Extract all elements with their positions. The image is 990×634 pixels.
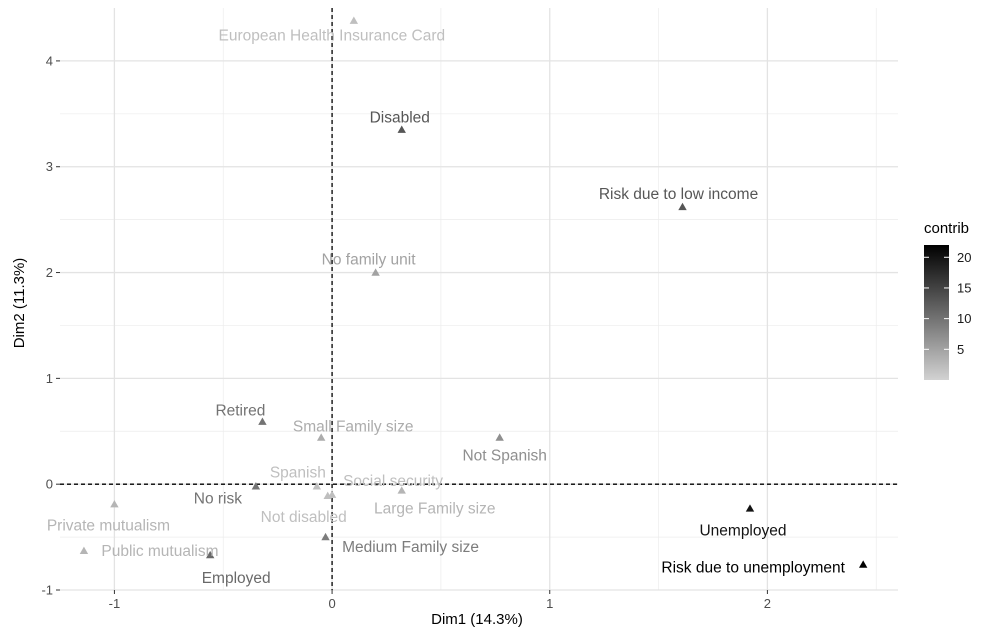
- point-label: Medium Family size: [342, 539, 479, 556]
- y-tick-label: 3: [46, 159, 53, 174]
- grid-lines: [60, 8, 898, 591]
- data-point: [251, 482, 261, 490]
- point-label: Risk due to unemployment: [661, 560, 845, 577]
- data-point: [321, 532, 330, 541]
- point-label: Public mutualism: [101, 543, 218, 560]
- point-label: Not Spanish: [462, 448, 546, 465]
- point-label: Retired: [215, 403, 265, 420]
- data-point: [858, 560, 868, 568]
- point-label: Disabled: [370, 110, 430, 127]
- point-label: Private mutualism: [47, 517, 170, 534]
- axes: -1 0 1 2 -1 0 1 2 3 4: [41, 53, 771, 611]
- y-tick-label: 0: [46, 477, 53, 492]
- data-point: [349, 16, 359, 24]
- x-tick-label: -1: [109, 596, 121, 611]
- point-label: Spanish: [270, 464, 326, 481]
- data-point: [258, 417, 267, 425]
- x-tick-label: 0: [328, 596, 335, 611]
- y-tick-label: 4: [46, 53, 53, 68]
- point-labels: European Health Insurance Card Disabled Ri…: [47, 28, 846, 587]
- legend-colorbar: [924, 245, 949, 380]
- y-axis-title: Dim2 (11.3%): [11, 258, 28, 349]
- data-point: [316, 433, 326, 441]
- data-point: [371, 268, 380, 276]
- legend-tick-label: 10: [957, 311, 971, 326]
- x-axis-title: Dim1 (14.3%): [431, 611, 523, 628]
- point-label: Small Family size: [293, 419, 414, 436]
- point-label: Unemployed: [699, 523, 786, 540]
- legend-ticks: 5 10 15 20: [924, 250, 971, 357]
- point-label: Risk due to low income: [599, 186, 758, 203]
- y-tick-label: 2: [46, 265, 53, 280]
- point-label: Social security: [343, 473, 443, 490]
- data-point: [678, 202, 687, 211]
- y-tick-label: 1: [46, 371, 53, 386]
- y-tick-label: -1: [41, 583, 53, 598]
- data-point: [745, 504, 755, 512]
- legend-tick-label: 5: [957, 342, 964, 357]
- point-label: No family unit: [322, 252, 417, 269]
- point-label: No risk: [194, 490, 242, 507]
- x-tick-label: 2: [764, 596, 771, 611]
- data-point: [79, 546, 89, 554]
- legend-title: contrib: [924, 220, 969, 237]
- data-points: [79, 16, 868, 568]
- data-point: [205, 550, 215, 559]
- color-legend: contrib 5 10 15 20: [924, 220, 971, 380]
- point-label: Large Family size: [374, 501, 495, 518]
- x-tick-label: 1: [546, 596, 553, 611]
- legend-tick-label: 15: [957, 280, 971, 295]
- point-label: Employed: [202, 570, 271, 587]
- data-point: [323, 491, 332, 499]
- legend-tick-label: 20: [957, 250, 971, 265]
- data-point: [110, 500, 119, 508]
- point-label: European Health Insurance Card: [219, 28, 446, 45]
- point-label: Not disabled: [261, 509, 347, 526]
- data-point: [397, 486, 406, 494]
- data-point: [397, 125, 406, 133]
- data-point: [312, 482, 322, 490]
- data-point: [495, 433, 504, 441]
